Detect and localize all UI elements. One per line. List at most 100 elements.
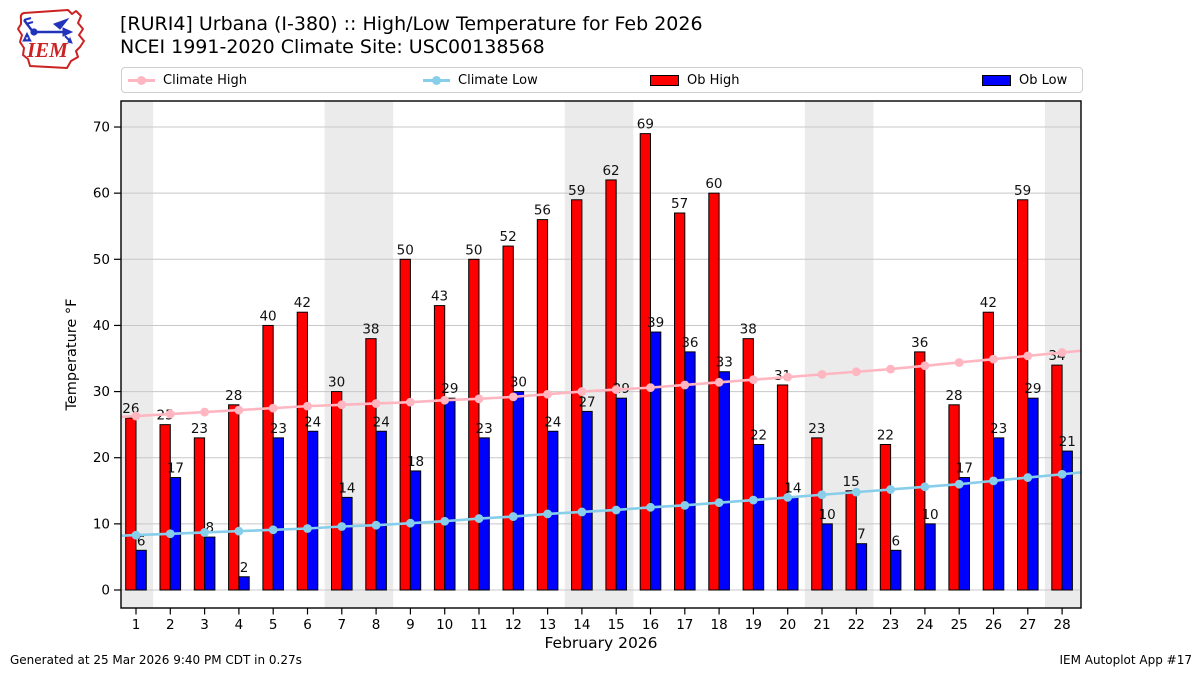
climate-high-marker (337, 400, 347, 410)
climate-low-marker (474, 514, 484, 523)
climate-low-marker (234, 526, 244, 536)
x-tick-label: 21 (813, 617, 830, 633)
high-value-label: 50 (465, 242, 482, 258)
ob-low-bar (307, 430, 319, 591)
ob-low-bar (993, 437, 1005, 591)
x-tick-label: 7 (338, 617, 347, 633)
ob-high-bar (331, 391, 343, 591)
climate-low-marker (851, 487, 861, 497)
low-value-label: 23 (270, 421, 287, 437)
x-tick-label: 25 (951, 617, 968, 633)
climate-high-marker (611, 385, 621, 394)
climate-high-marker (200, 407, 210, 417)
climate-low-marker (920, 482, 930, 492)
ob-high-bar (674, 212, 686, 591)
climate-low-marker (371, 520, 381, 530)
high-value-label: 30 (328, 375, 345, 391)
x-tick-label: 5 (269, 617, 278, 633)
climate-high-marker (886, 364, 895, 374)
x-tick-label: 3 (200, 617, 209, 633)
ob-high-bar (468, 258, 480, 591)
low-value-label: 27 (578, 394, 595, 410)
high-value-label: 15 (843, 474, 860, 490)
high-value-label: 23 (191, 421, 208, 437)
y-tick-label: 20 (93, 450, 110, 466)
high-value-label: 43 (431, 289, 448, 305)
low-value-label: 23 (990, 421, 1007, 437)
climate-low-marker (508, 512, 518, 521)
climate-high-marker (543, 389, 552, 399)
ob-low-bar (409, 470, 422, 591)
ob-low-bar (958, 477, 971, 591)
low-value-label: 14 (338, 480, 355, 496)
ob-high-bar (776, 384, 789, 591)
page-subtitle: NCEI 1991-2020 Climate Site: USC00138568 (120, 36, 545, 58)
climate-low-marker (1057, 469, 1067, 479)
ob-low-bar (890, 549, 902, 591)
ob-low-bar (752, 443, 765, 591)
climate-low-marker (131, 530, 141, 540)
climate-low-marker (989, 476, 998, 486)
ob-high-bar (365, 338, 377, 591)
low-value-label: 6 (891, 533, 900, 549)
title-block: [RURI4] Urbana (I-380) :: High/Low Tempe… (120, 13, 703, 59)
x-tick-label: 22 (848, 617, 865, 633)
ob-low-bar (650, 331, 662, 591)
ob-high-bar (159, 424, 171, 591)
weather-vane-icon (22, 17, 74, 44)
climate-low-marker (817, 490, 827, 500)
climate-high-marker (508, 392, 518, 402)
climate-low-marker (543, 509, 552, 519)
ob-high-bar (1017, 199, 1029, 591)
climate-low-marker (268, 525, 278, 535)
climate-high-marker (165, 409, 175, 419)
ob-high-bar (639, 133, 652, 591)
x-tick-label: 10 (436, 617, 453, 633)
climate-high-marker (680, 380, 690, 390)
ob-high-bar (399, 258, 411, 591)
ob-high-bar (708, 192, 720, 591)
climate-high-marker (989, 354, 998, 364)
ob-high-patch-swatch (650, 74, 679, 86)
high-value-label: 42 (294, 295, 311, 311)
low-value-label: 10 (921, 507, 938, 523)
ob-low-bar (135, 549, 147, 591)
ob-low-bar (787, 496, 799, 591)
climate-low-marker (165, 529, 175, 539)
ob-high-bar (296, 311, 309, 591)
ob-high-bar (502, 245, 514, 591)
low-value-label: 17 (956, 461, 973, 477)
low-value-label: 24 (304, 414, 321, 430)
low-value-label: 22 (750, 427, 767, 443)
ob-low-bar (272, 437, 285, 591)
ob-low-bar (581, 410, 593, 591)
climate-high-marker (577, 387, 587, 396)
high-value-label: 56 (534, 203, 551, 219)
ob-low-bar (444, 397, 456, 591)
x-tick-label: 4 (235, 617, 244, 633)
ob-low-bar (1061, 450, 1073, 591)
ob-high-bar (228, 404, 240, 591)
high-value-label: 28 (225, 388, 242, 404)
low-value-label: 36 (681, 335, 698, 351)
climate-high-marker (954, 358, 964, 367)
legend-item-ob-low: Ob Low (982, 68, 1067, 92)
climate-low-marker (783, 493, 793, 502)
high-value-label: 42 (980, 295, 997, 311)
ob-low-bar (204, 536, 216, 591)
high-value-label: 38 (362, 322, 379, 338)
x-tick-label: 23 (882, 617, 899, 633)
climate-low-marker (611, 505, 621, 515)
ob-high-bar (536, 219, 549, 591)
ob-high-bar (811, 437, 823, 591)
y-tick-label: 30 (93, 384, 110, 400)
low-value-label: 2 (240, 560, 249, 576)
high-value-label: 69 (637, 117, 654, 133)
x-tick-label: 17 (676, 617, 693, 633)
climate-low-marker (577, 507, 587, 517)
plot-frame (120, 100, 1082, 609)
logo-text: IEM (26, 38, 69, 62)
ob-low-patch-swatch (982, 74, 1011, 86)
